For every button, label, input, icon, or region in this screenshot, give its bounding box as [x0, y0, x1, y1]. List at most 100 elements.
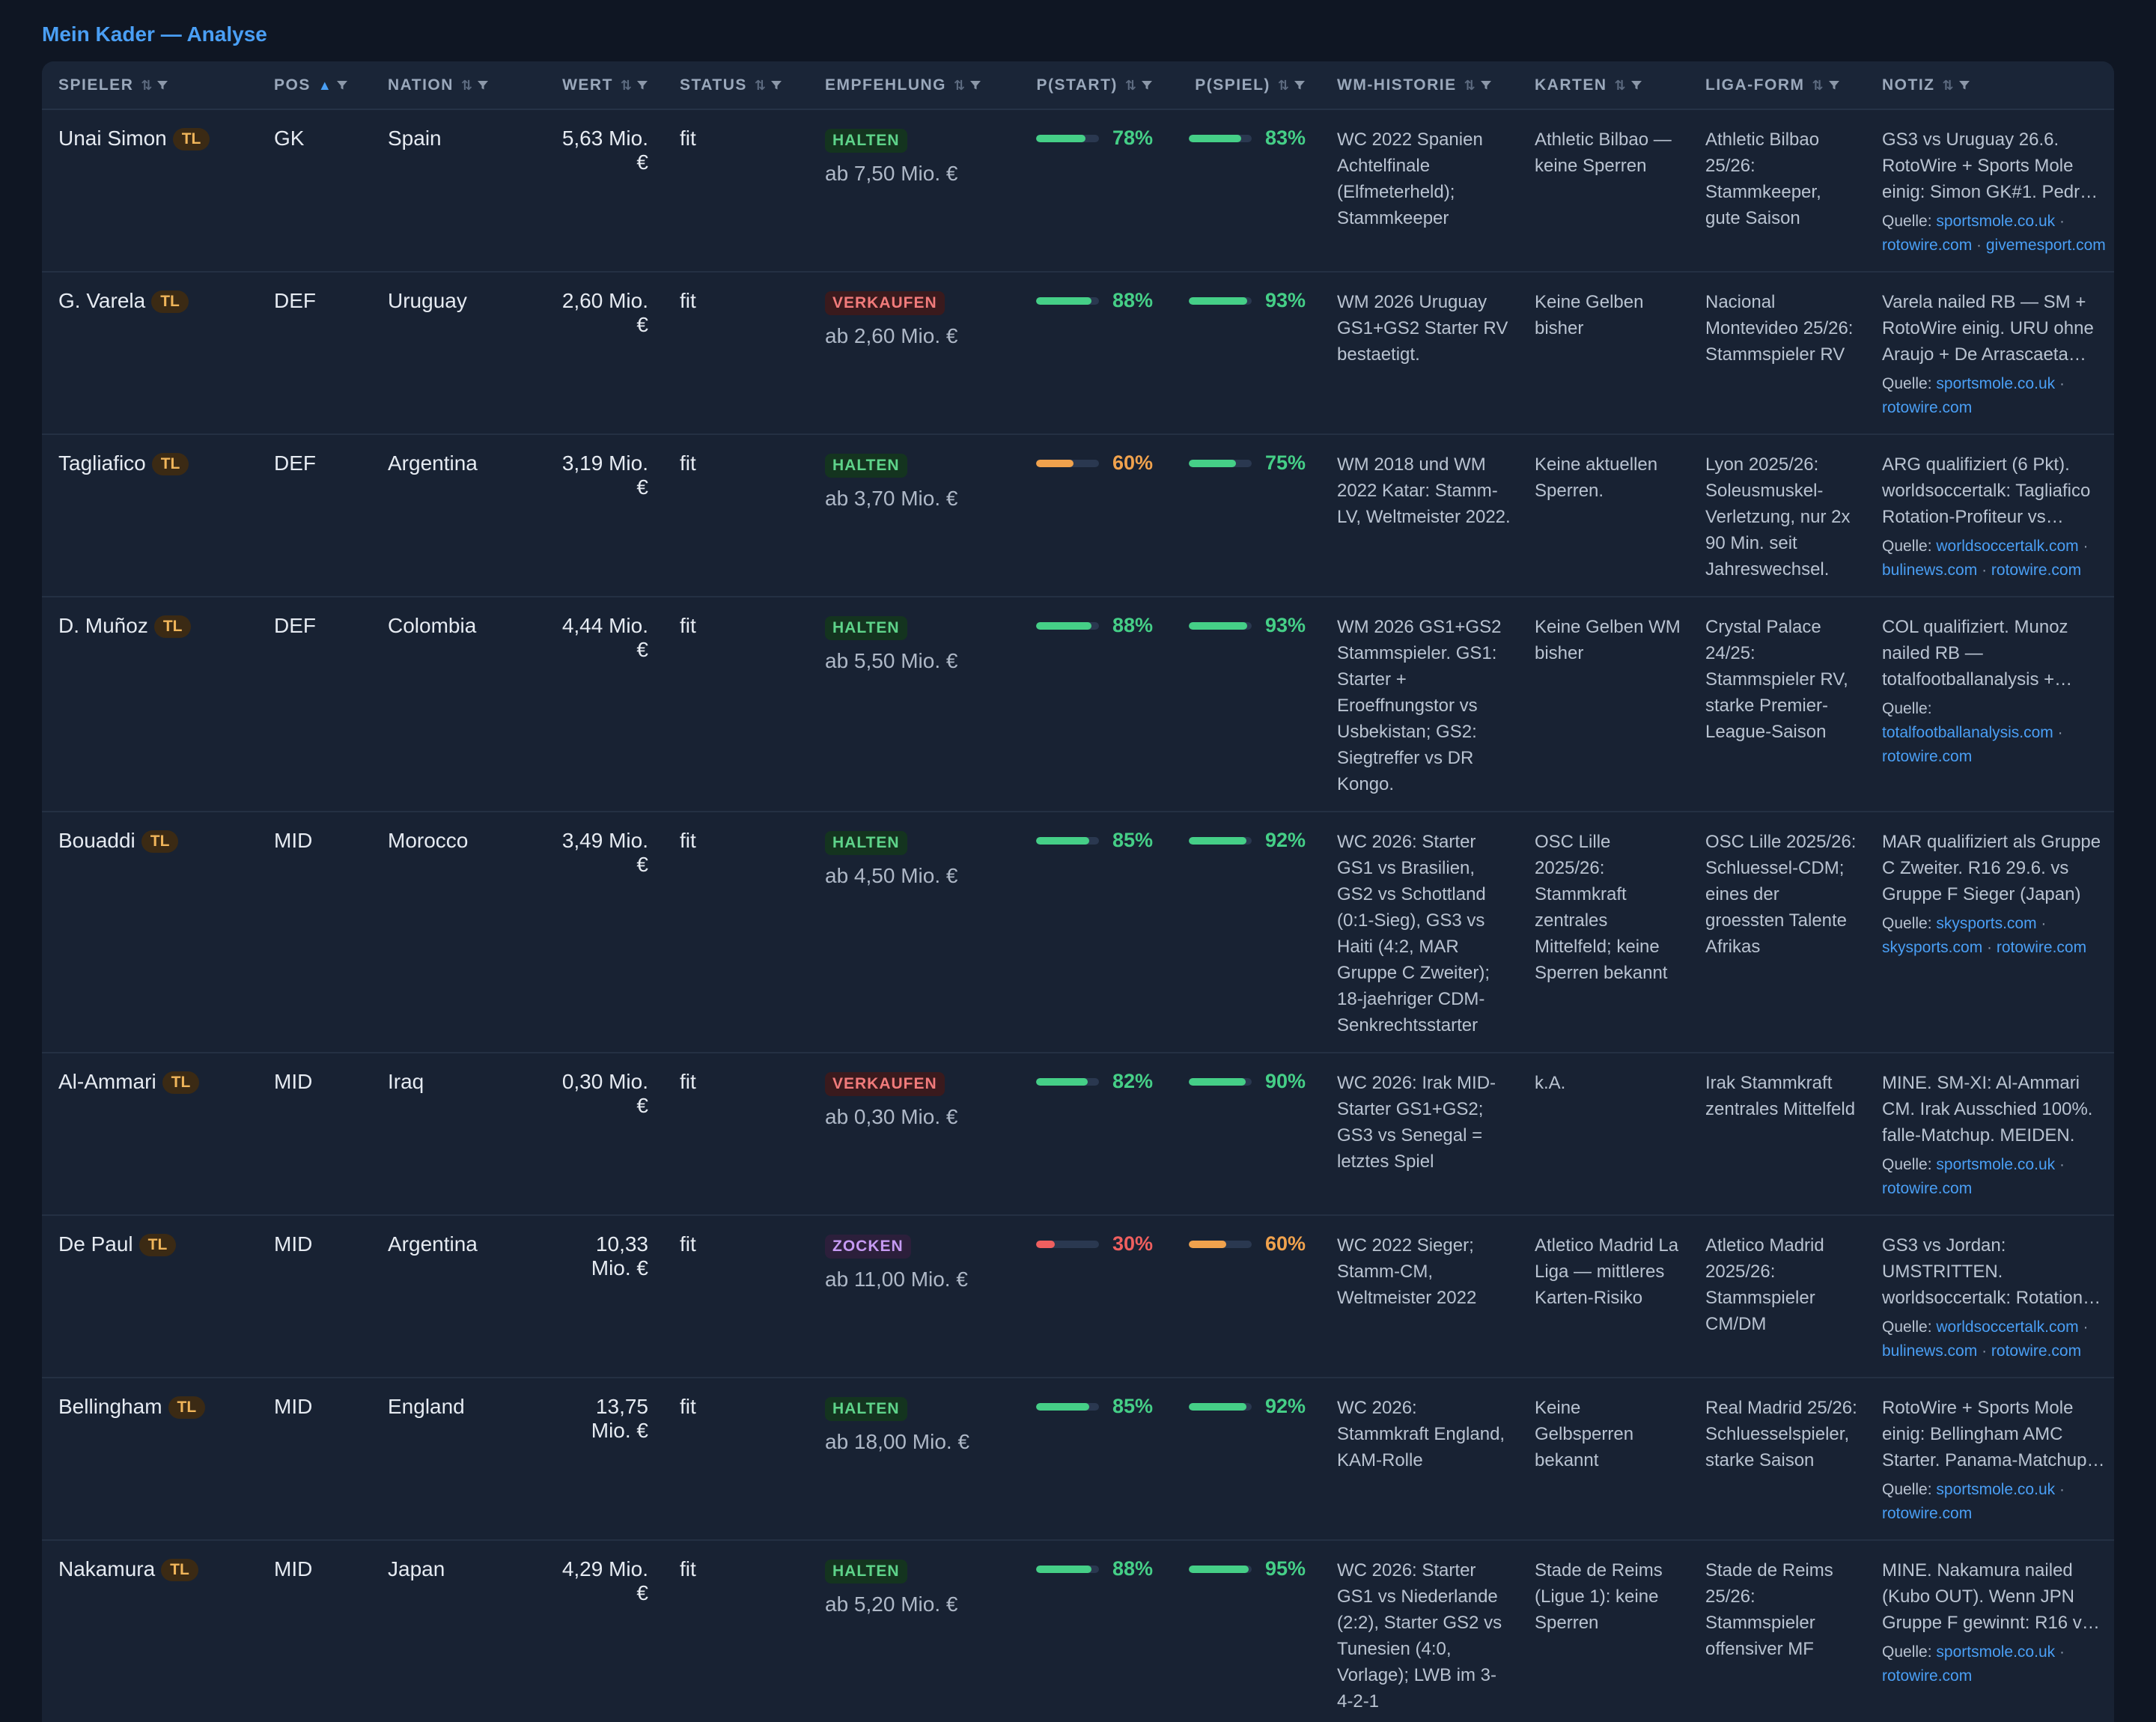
table-row[interactable]: Al-Ammari TL MID Iraq 0,30 Mio. € fit VERKAUFE…: [42, 1053, 2114, 1216]
sort-icon[interactable]: ⇅: [954, 77, 965, 93]
column-header-label: SPIELER: [58, 76, 134, 94]
source-link[interactable]: worldsoccertalk.com: [1936, 1318, 2079, 1336]
source-link[interactable]: rotowire.com: [1882, 237, 1973, 254]
player-name[interactable]: D. Muñoz: [58, 614, 148, 637]
table-row[interactable]: G. Varela TL DEF Uruguay 2,60 Mio. € fit VERKA…: [42, 272, 2114, 435]
tl-badge: TL: [141, 830, 179, 853]
source-link[interactable]: bulinews.com: [1882, 562, 1978, 579]
player-name[interactable]: Tagliafico: [58, 451, 146, 475]
filter-icon[interactable]: [1141, 80, 1153, 91]
source-link[interactable]: skysports.com: [1882, 939, 1983, 956]
table-row[interactable]: De Paul TL MID Argentina 10,33 Mio. € fit ZOCK…: [42, 1215, 2114, 1378]
column-header-empfehlung[interactable]: EMPFEHLUNG ⇅: [808, 61, 1009, 110]
cell-note: RotoWire + Sports Mole einig: Bellingham…: [1866, 1378, 2114, 1541]
source-link[interactable]: rotowire.com: [1882, 1180, 1973, 1197]
column-header-pspiel[interactable]: P(SPIEL) ⇅: [1168, 61, 1321, 110]
sort-icon[interactable]: ⇅: [1277, 77, 1289, 93]
player-name[interactable]: Unai Simon: [58, 127, 167, 150]
source-link[interactable]: givemesport.com: [1985, 237, 2106, 254]
column-header-liga[interactable]: LIGA-FORM ⇅: [1689, 61, 1866, 110]
column-header-spieler[interactable]: SPIELER ⇅: [42, 61, 258, 110]
source-link[interactable]: rotowire.com: [1882, 1505, 1973, 1522]
source-link[interactable]: rotowire.com: [1991, 1342, 2082, 1360]
sort-asc-icon[interactable]: ▲: [317, 77, 332, 93]
source-link[interactable]: rotowire.com: [1996, 939, 2087, 956]
column-header-wert[interactable]: WERT ⇅: [535, 61, 663, 110]
table-row[interactable]: D. Muñoz TL DEF Colombia 4,44 Mio. € fit HALTE…: [42, 597, 2114, 812]
player-name[interactable]: G. Varela: [58, 289, 146, 312]
source-link[interactable]: totalfootballanalysis.com: [1882, 724, 2053, 741]
source-link[interactable]: rotowire.com: [1882, 1667, 1973, 1685]
column-header-status[interactable]: STATUS ⇅: [663, 61, 808, 110]
cell-note: GS3 vs Jordan: UMSTRITTEN. worldsoccerta…: [1866, 1215, 2114, 1378]
player-name[interactable]: Bellingham: [58, 1395, 162, 1418]
filter-icon[interactable]: [1630, 80, 1642, 91]
column-header-label: WM-HISTORIE: [1337, 76, 1457, 94]
sort-icon[interactable]: ⇅: [1614, 77, 1626, 93]
source-link[interactable]: sportsmole.co.uk: [1936, 1643, 2056, 1661]
sort-icon[interactable]: ⇅: [1812, 77, 1823, 93]
sort-icon[interactable]: ⇅: [460, 77, 472, 93]
cell-status: fit: [663, 597, 808, 812]
p-start-bar-fill: [1036, 459, 1074, 467]
column-header-notiz[interactable]: NOTIZ ⇅: [1866, 61, 2114, 110]
filter-icon[interactable]: [770, 80, 782, 91]
source-label: Quelle:: [1882, 538, 1932, 555]
source-link[interactable]: sportsmole.co.uk: [1936, 1481, 2056, 1498]
sort-icon[interactable]: ⇅: [1464, 77, 1476, 93]
p-play-bar-fill: [1189, 296, 1248, 305]
p-play-bar: [1189, 459, 1252, 467]
sort-icon[interactable]: ⇅: [1942, 77, 1954, 93]
note-sources: Quelle: sportsmole.co.uk · rotowire.com …: [1882, 210, 2107, 258]
filter-icon[interactable]: [477, 80, 489, 91]
source-link[interactable]: worldsoccertalk.com: [1936, 538, 2079, 555]
column-header-wm[interactable]: WM-HISTORIE ⇅: [1321, 61, 1518, 110]
source-link[interactable]: rotowire.com: [1882, 748, 1973, 765]
sort-icon[interactable]: ⇅: [141, 77, 152, 93]
sort-icon[interactable]: ⇅: [754, 77, 766, 93]
filter-icon[interactable]: [1294, 80, 1306, 91]
player-name[interactable]: Al-Ammari: [58, 1070, 156, 1093]
cell-player: Tagliafico TL: [42, 434, 258, 597]
source-link[interactable]: skysports.com: [1936, 915, 2037, 932]
table-row[interactable]: Tagliafico TL DEF Argentina 3,19 Mio. € fit HA…: [42, 434, 2114, 597]
cell-value: 4,29 Mio. €: [535, 1540, 663, 1722]
column-header-karten[interactable]: KARTEN ⇅: [1518, 61, 1689, 110]
table-row[interactable]: Bellingham TL MID England 13,75 Mio. € fit HAL…: [42, 1378, 2114, 1541]
player-name[interactable]: Bouaddi: [58, 829, 135, 852]
p-play-bar: [1189, 836, 1252, 845]
player-name[interactable]: De Paul: [58, 1232, 133, 1256]
source-link[interactable]: bulinews.com: [1882, 1342, 1978, 1360]
player-name[interactable]: Nakamura: [58, 1557, 156, 1580]
cell-status: fit: [663, 1378, 808, 1541]
p-start-bar-fill: [1036, 134, 1085, 142]
p-start-bar-fill: [1036, 1402, 1090, 1411]
table-row[interactable]: Bouaddi TL MID Morocco 3,49 Mio. € fit HALTEN a…: [42, 812, 2114, 1053]
filter-icon[interactable]: [1958, 80, 1970, 91]
cell-status: fit: [663, 109, 808, 273]
sort-icon[interactable]: ⇅: [620, 77, 632, 93]
column-header-label: POS: [274, 76, 311, 94]
filter-icon[interactable]: [969, 80, 981, 91]
filter-icon[interactable]: [1480, 80, 1492, 91]
source-link[interactable]: sportsmole.co.uk: [1936, 213, 2056, 230]
cell-league-form: Nacional Montevideo 25/26: Stammspieler …: [1689, 272, 1866, 435]
filter-icon[interactable]: [336, 80, 348, 91]
column-header-pstart[interactable]: P(START) ⇅: [1009, 61, 1168, 110]
column-header-pos[interactable]: POS ▲: [258, 61, 371, 110]
filter-icon[interactable]: [1828, 80, 1840, 91]
table-row[interactable]: Unai Simon TL GK Spain 5,63 Mio. € fit HALTEN a…: [42, 109, 2114, 273]
source-link[interactable]: sportsmole.co.uk: [1936, 1156, 2056, 1173]
filter-icon[interactable]: [156, 80, 168, 91]
p-start-value: 88%: [1112, 614, 1153, 636]
source-separator: ·: [2055, 1156, 2065, 1173]
source-link[interactable]: rotowire.com: [1882, 399, 1973, 416]
source-link[interactable]: sportsmole.co.uk: [1936, 375, 2056, 392]
sort-icon[interactable]: ⇅: [1124, 77, 1136, 93]
table-row[interactable]: Nakamura TL MID Japan 4,29 Mio. € fit HALTEN ab…: [42, 1540, 2114, 1722]
note-text: COL qualifiziert. Munoz nailed RB — tota…: [1882, 617, 2068, 690]
p-play-bar-fill: [1189, 1402, 1247, 1411]
column-header-nation[interactable]: NATION ⇅: [371, 61, 535, 110]
source-link[interactable]: rotowire.com: [1991, 562, 2082, 579]
filter-icon[interactable]: [636, 80, 648, 91]
